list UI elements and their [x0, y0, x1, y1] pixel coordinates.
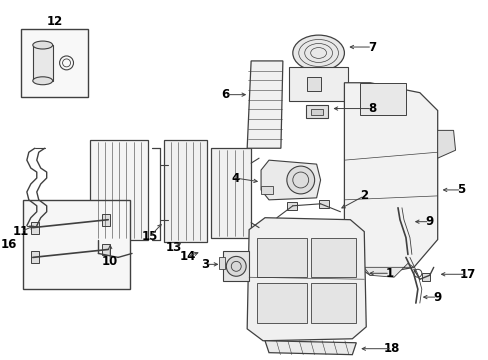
Polygon shape — [261, 160, 320, 200]
Bar — [211, 148, 251, 238]
Text: 13: 13 — [165, 241, 182, 254]
Bar — [102, 243, 110, 255]
Text: 7: 7 — [367, 41, 375, 54]
Bar — [310, 283, 356, 323]
Text: 5: 5 — [456, 184, 465, 197]
Bar — [360, 83, 405, 114]
Text: 18: 18 — [383, 342, 399, 355]
Text: 1: 1 — [385, 267, 393, 280]
Text: 16: 16 — [1, 238, 17, 251]
Bar — [31, 222, 39, 234]
Bar — [257, 238, 306, 277]
Bar — [31, 251, 39, 264]
Ellipse shape — [33, 41, 53, 49]
Bar — [310, 238, 356, 277]
Text: 3: 3 — [201, 258, 209, 271]
Bar — [102, 214, 110, 226]
Text: 14: 14 — [179, 250, 195, 263]
Bar — [306, 77, 320, 91]
Bar — [219, 257, 225, 269]
Bar — [261, 186, 272, 194]
Text: 15: 15 — [142, 230, 158, 243]
Polygon shape — [437, 130, 455, 158]
Text: 8: 8 — [367, 102, 376, 115]
Ellipse shape — [226, 256, 245, 276]
Bar — [21, 29, 88, 96]
Text: 2: 2 — [360, 189, 367, 202]
Bar — [257, 283, 306, 323]
Bar — [33, 45, 53, 81]
Text: 11: 11 — [13, 225, 29, 238]
Bar — [286, 202, 296, 210]
Polygon shape — [246, 218, 366, 341]
Polygon shape — [344, 83, 437, 275]
Bar — [163, 140, 207, 242]
Text: 6: 6 — [221, 88, 229, 101]
Text: 9: 9 — [433, 291, 441, 303]
Text: 12: 12 — [46, 15, 62, 28]
Ellipse shape — [292, 35, 344, 71]
Bar — [223, 251, 249, 281]
Bar — [305, 105, 327, 118]
Polygon shape — [264, 341, 356, 355]
Text: 9: 9 — [425, 215, 433, 228]
Bar — [421, 273, 429, 281]
Bar — [310, 109, 322, 114]
Ellipse shape — [286, 166, 314, 194]
Bar — [90, 140, 148, 239]
Bar — [318, 200, 328, 208]
Text: 4: 4 — [231, 171, 239, 185]
Text: 17: 17 — [458, 268, 475, 281]
Bar — [288, 67, 347, 100]
Ellipse shape — [33, 77, 53, 85]
Text: 10: 10 — [102, 255, 118, 268]
Polygon shape — [246, 61, 282, 148]
Bar — [23, 200, 130, 289]
Polygon shape — [356, 257, 413, 277]
